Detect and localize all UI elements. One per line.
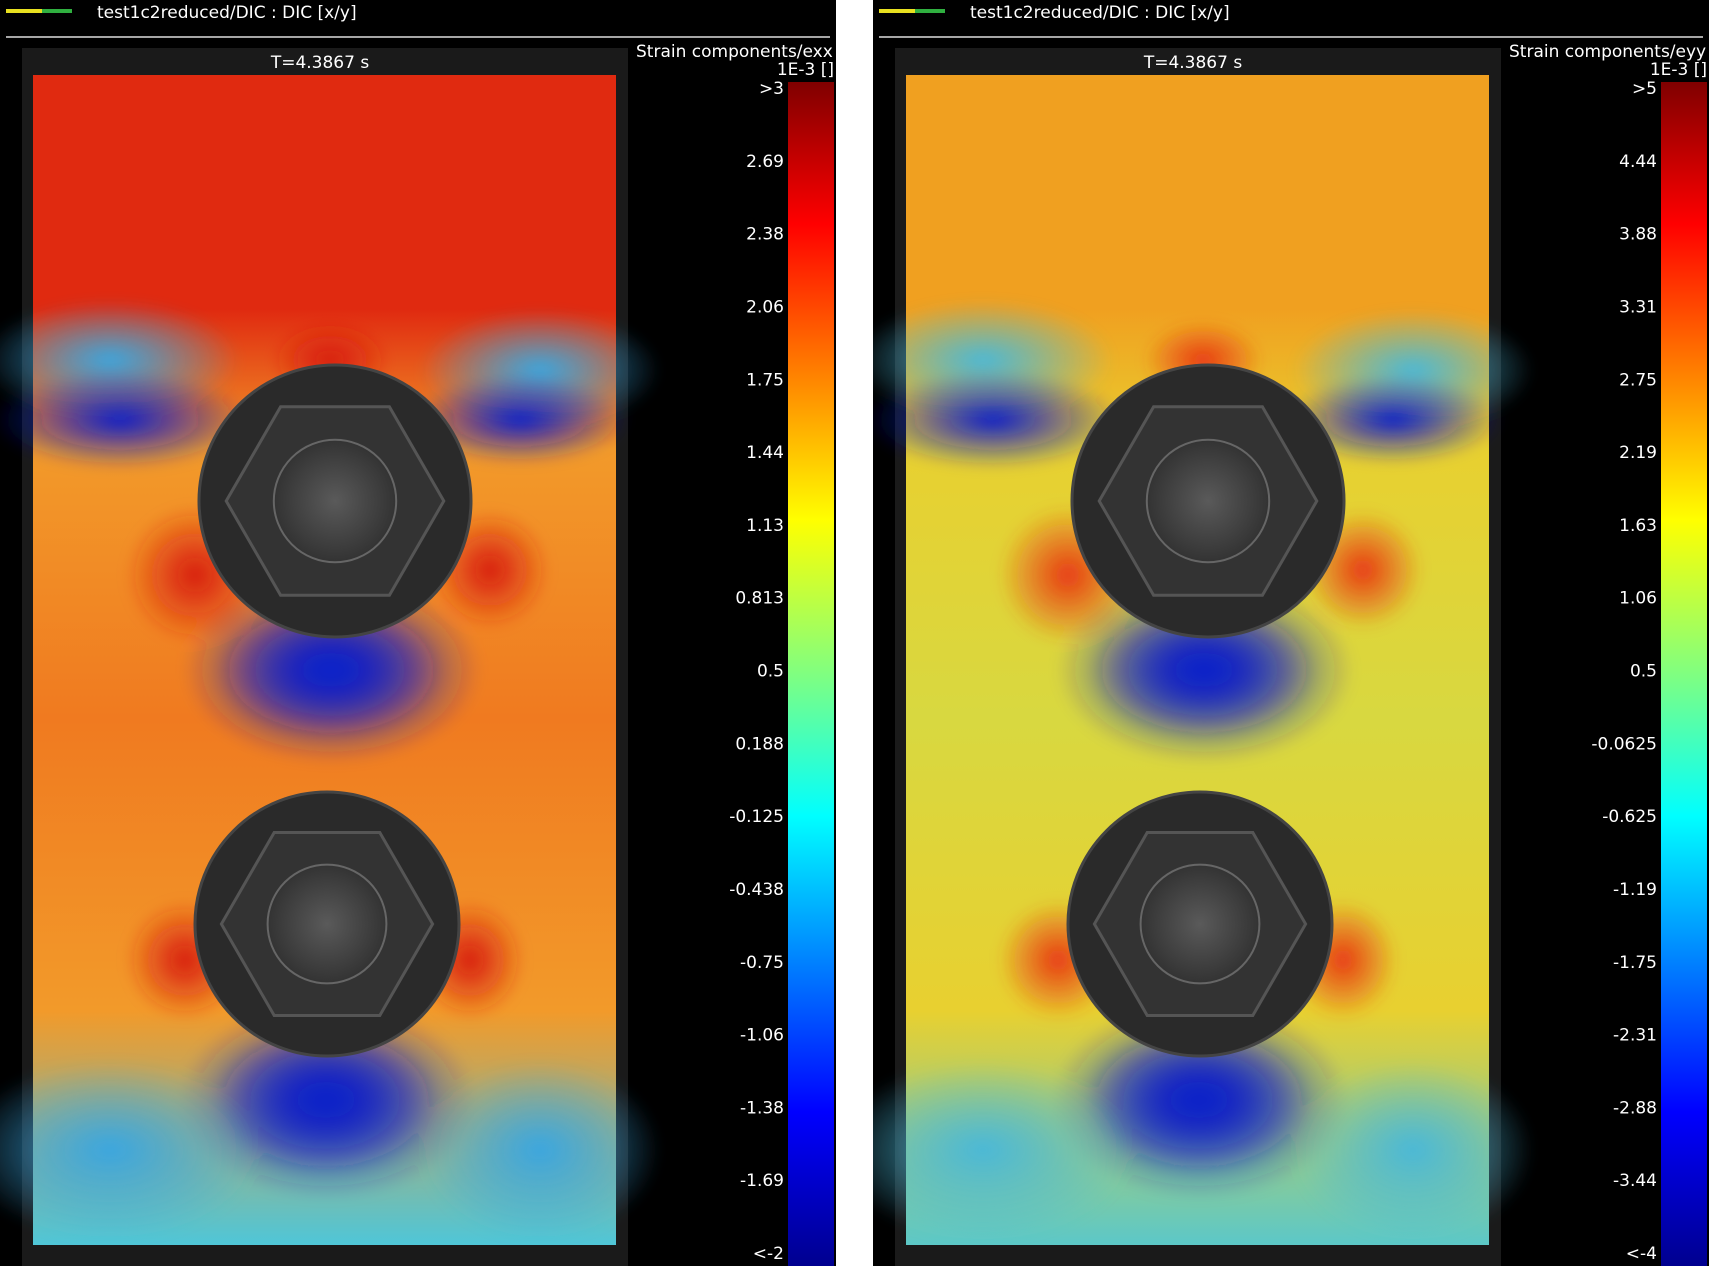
colorbar-label: -2.88 bbox=[1613, 1098, 1657, 1118]
bolt-center bbox=[266, 863, 388, 985]
colorbar bbox=[788, 82, 834, 1266]
colorbar-label: -2.31 bbox=[1613, 1026, 1657, 1046]
bolt-center bbox=[1139, 863, 1261, 985]
window-title: test1c2reduced/DIC : DIC [x/y] bbox=[97, 3, 357, 23]
colorbar-label: <-2 bbox=[753, 1244, 784, 1264]
time-label: T=4.3867 s bbox=[1143, 53, 1243, 73]
colorbar-label: 1.63 bbox=[1619, 516, 1657, 536]
cyan-zone bbox=[1293, 1060, 1533, 1240]
colorbar-unit: 1E-3 [] bbox=[777, 60, 834, 80]
colorbar-title: Strain components/exx bbox=[636, 42, 833, 62]
colorbar-label: 1.06 bbox=[1619, 589, 1657, 609]
dic-panel: test1c2reduced/DIC : DIC [x/y] T=4.3867 s… bbox=[833, 0, 1709, 1266]
cyan-zone bbox=[833, 1060, 1133, 1240]
colorbar-label: 2.19 bbox=[1619, 443, 1657, 463]
strain-field bbox=[833, 75, 1533, 1245]
colorbar-label: -1.38 bbox=[740, 1098, 784, 1118]
cyan-zone bbox=[420, 1060, 660, 1240]
colorbar-label: 3.88 bbox=[1619, 225, 1657, 245]
blue-core bbox=[1088, 600, 1318, 740]
colorbar-label: 0.5 bbox=[757, 662, 784, 682]
colorbar-label: -1.06 bbox=[740, 1026, 784, 1046]
colorbar-label: 3.31 bbox=[1619, 297, 1657, 317]
colorbar-label: 0.813 bbox=[735, 589, 784, 609]
panel-view: test1c2reduced/DIC : DIC [x/y] T=4.3867 s… bbox=[833, 0, 1709, 1266]
colorbar-label: -0.0625 bbox=[1591, 734, 1657, 754]
colorbar-unit: 1E-3 [] bbox=[1650, 60, 1707, 80]
colorbar-label: -0.438 bbox=[729, 880, 784, 900]
colorbar-label: -0.75 bbox=[740, 953, 784, 973]
colorbar bbox=[1661, 82, 1707, 1266]
colorbar-label: -1.19 bbox=[1613, 880, 1657, 900]
window-title: test1c2reduced/DIC : DIC [x/y] bbox=[970, 3, 1230, 23]
blue-core bbox=[210, 1025, 440, 1175]
colorbar-label: >5 bbox=[1632, 79, 1657, 99]
colorbar-label: 1.13 bbox=[746, 516, 784, 536]
colorbar-label: <-4 bbox=[1626, 1244, 1657, 1264]
blue-lobe bbox=[863, 370, 1123, 470]
bolt-center bbox=[1145, 438, 1271, 564]
blue-lobe bbox=[0, 370, 250, 470]
colorbar-label: 0.188 bbox=[735, 734, 784, 754]
cyan-zone bbox=[0, 1060, 260, 1240]
dic-panel: test1c2reduced/DIC : DIC [x/y] T=4.3867 s… bbox=[0, 0, 836, 1266]
colorbar-label: -0.125 bbox=[729, 807, 784, 827]
colorbar-label: 0.5 bbox=[1630, 662, 1657, 682]
blue-core bbox=[215, 600, 445, 740]
colorbar-label: -3.44 bbox=[1613, 1171, 1657, 1191]
colorbar-label: 2.69 bbox=[746, 152, 784, 172]
colorbar-label: -1.69 bbox=[740, 1171, 784, 1191]
colorbar-label: 4.44 bbox=[1619, 152, 1657, 172]
colorbar-label: >3 bbox=[759, 79, 784, 99]
blue-lobe bbox=[410, 375, 630, 465]
panel-view: test1c2reduced/DIC : DIC [x/y] T=4.3867 s… bbox=[0, 0, 836, 1266]
header-bar bbox=[873, 0, 1709, 36]
blue-core bbox=[1083, 1025, 1313, 1175]
strain-field bbox=[0, 75, 660, 1245]
time-label: T=4.3867 s bbox=[270, 53, 370, 73]
blue-lobe bbox=[1283, 375, 1503, 465]
colorbar-label: 1.75 bbox=[746, 370, 784, 390]
colorbar-title: Strain components/eyy bbox=[1509, 42, 1706, 62]
colorbar-label: -1.75 bbox=[1613, 953, 1657, 973]
header-bar bbox=[0, 0, 836, 36]
colorbar-label: 1.44 bbox=[746, 443, 784, 463]
colorbar-label: 2.75 bbox=[1619, 370, 1657, 390]
field-overlay bbox=[833, 300, 1533, 1240]
colorbar-label: 2.06 bbox=[746, 297, 784, 317]
colorbar-label: 2.38 bbox=[746, 225, 784, 245]
bolt-center bbox=[272, 438, 398, 564]
colorbar-label: -0.625 bbox=[1602, 807, 1657, 827]
